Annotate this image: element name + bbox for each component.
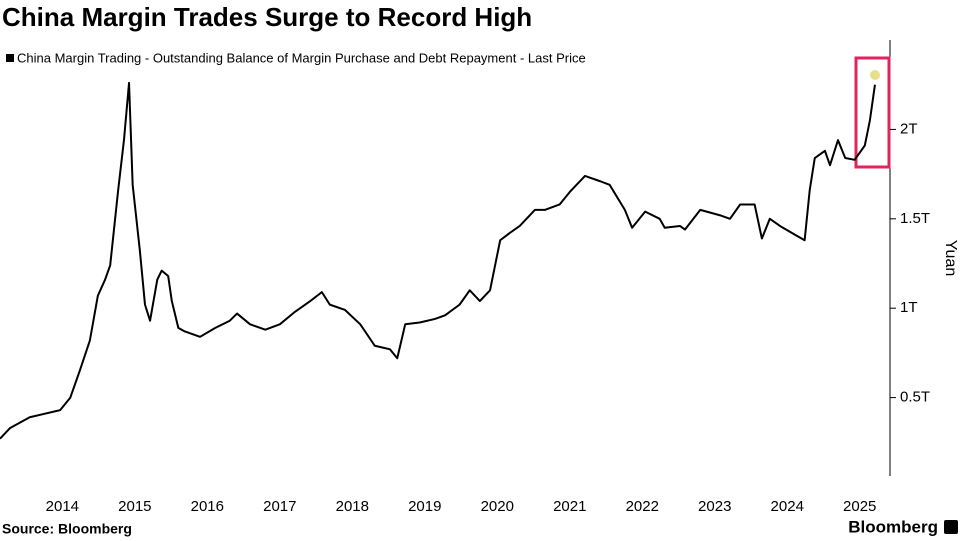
x-tick-label: 2019 [408, 498, 441, 515]
y-tick-label: 2T [900, 120, 918, 137]
x-tick-label: 2016 [191, 498, 224, 515]
brand: Bloomberg [848, 517, 938, 536]
y-tick-label: 1T [900, 299, 918, 316]
x-tick-label: 2025 [843, 498, 876, 515]
x-tick-label: 2021 [553, 498, 586, 515]
line [0, 81, 876, 440]
x-tick-label: 2015 [118, 498, 151, 515]
x-tick-label: 2017 [263, 498, 296, 515]
x-tick-label: 2020 [481, 498, 514, 515]
y-tick-label: 1.5T [900, 210, 930, 227]
chart-title: China Margin Trades Surge to Record High [2, 2, 532, 32]
source: Source: Bloomberg [2, 521, 132, 537]
legend-swatch [6, 54, 14, 62]
y-tick-label: 0.5T [900, 389, 930, 406]
legend-label: China Margin Trading - Outstanding Balan… [17, 50, 586, 65]
x-tick-label: 2018 [336, 498, 369, 515]
x-tick-label: 2022 [626, 498, 659, 515]
highlight-box [854, 56, 891, 169]
y-axis-label: Yuan [942, 240, 959, 276]
highlight-dot [870, 70, 880, 80]
x-tick-label: 2014 [46, 498, 79, 515]
brand-icon [944, 520, 958, 534]
x-tick-label: 2023 [698, 498, 731, 515]
x-tick-label: 2024 [771, 498, 804, 515]
